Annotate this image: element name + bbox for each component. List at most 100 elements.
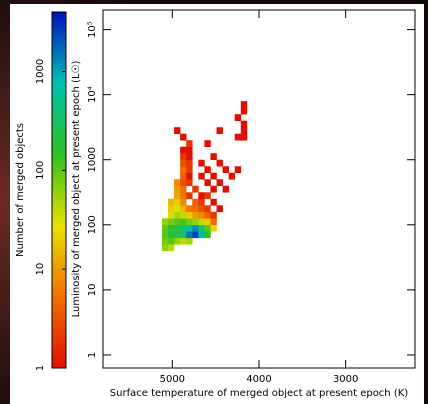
heatmap-cell xyxy=(174,198,181,206)
heatmap-cell xyxy=(198,231,205,239)
heatmap-cell xyxy=(204,192,211,200)
heatmap-cell xyxy=(174,211,181,219)
heatmap-cell xyxy=(210,185,217,193)
heatmap-cell xyxy=(216,205,223,213)
colorbar-label: Number of merged objects xyxy=(15,123,26,257)
heatmap-cell xyxy=(174,205,181,213)
heatmap-cell xyxy=(168,205,175,213)
heatmap-cell xyxy=(234,133,242,141)
heatmap-cell xyxy=(210,218,217,226)
heatmap-cell xyxy=(198,224,205,232)
heatmap-cell xyxy=(168,198,175,206)
heatmap-cell xyxy=(186,211,193,219)
heatmap-cell xyxy=(180,172,187,180)
heatmap-cell xyxy=(186,166,193,174)
heatmap-cell xyxy=(240,107,248,115)
heatmap-cell xyxy=(174,179,181,187)
y-tick-label: 1000 xyxy=(87,147,98,172)
heatmap-cell xyxy=(192,218,199,226)
panel xyxy=(10,4,424,404)
x-tick-label: 5000 xyxy=(160,374,185,385)
heatmap-cell xyxy=(180,237,187,245)
heatmap-cell xyxy=(204,205,211,213)
heatmap-cell xyxy=(186,159,193,167)
heatmap-cell xyxy=(180,185,187,193)
heatmap-cell xyxy=(174,237,181,245)
heatmap-cell xyxy=(192,198,199,206)
heatmap-cell xyxy=(192,211,199,219)
heatmap-cell xyxy=(168,244,175,252)
heatmap-cell xyxy=(210,172,217,180)
heatmap-cell xyxy=(204,166,211,174)
heatmap-cell xyxy=(180,224,187,232)
heatmap-cell xyxy=(228,172,236,180)
heatmap-cell xyxy=(168,211,175,219)
heatmap-cell xyxy=(174,192,181,200)
heatmap-cell xyxy=(161,237,169,245)
heatmap-cell xyxy=(204,140,211,148)
heatmap-cell xyxy=(186,231,193,239)
heatmap-cell xyxy=(186,172,193,180)
colorbar-tick-label: 10 xyxy=(35,263,46,276)
heatmap-cell xyxy=(161,218,169,226)
heatmap-cell xyxy=(204,224,211,232)
heatmap-cell xyxy=(180,179,187,187)
y-tick-label: 1 xyxy=(87,352,98,358)
y-axis-label: Luminosity of merged object at present e… xyxy=(71,61,82,318)
heatmap-cell xyxy=(161,244,169,252)
heatmap-cell xyxy=(180,153,187,161)
y-tick-label: 10 xyxy=(87,284,98,297)
heatmap-cell xyxy=(198,198,205,206)
x-tick-label: 4000 xyxy=(246,374,271,385)
heatmap-cell xyxy=(204,179,211,187)
heatmap-cell xyxy=(168,218,175,226)
heatmap-cell xyxy=(234,114,242,121)
heatmap-cell xyxy=(240,101,248,108)
heatmap-cell xyxy=(216,179,223,187)
heatmap-cell xyxy=(186,140,193,148)
heatmap-cell xyxy=(192,224,199,232)
heatmap-cell xyxy=(161,224,169,232)
y-tick-label: 100 xyxy=(87,215,98,234)
heatmap-cell xyxy=(240,133,248,141)
heatmap-cell xyxy=(168,237,175,245)
heatmap-cell xyxy=(204,218,211,226)
heatmap-cell xyxy=(180,231,187,239)
heatmap-cell xyxy=(198,192,205,200)
heatmap-cell xyxy=(240,120,248,128)
heatmap-cell xyxy=(168,224,175,232)
heatmap-cell xyxy=(180,146,187,154)
heatmap-cell xyxy=(198,172,205,180)
heatmap-cell xyxy=(210,211,217,219)
y-tick-label: 10⁴ xyxy=(87,86,98,103)
heatmap-cell xyxy=(180,205,187,213)
heatmap-cell xyxy=(198,218,205,226)
colorbar-tick-label: 1000 xyxy=(35,59,46,84)
heatmap-cell xyxy=(186,179,193,187)
heatmap-cell xyxy=(174,185,181,193)
heatmap-cell xyxy=(180,211,187,219)
heatmap-cell xyxy=(198,211,205,219)
heatmap-cell xyxy=(192,185,199,193)
colorbar xyxy=(51,11,67,369)
heatmap-cell xyxy=(234,166,242,174)
heatmap-cell xyxy=(186,237,193,245)
heatmap-cell xyxy=(180,218,187,226)
heatmap-cell xyxy=(174,224,181,232)
heatmap-cell xyxy=(186,192,193,200)
heatmap-cell xyxy=(186,205,193,213)
heatmap-cell xyxy=(222,166,229,174)
heatmap-cell xyxy=(216,159,223,167)
heatmap-cell xyxy=(210,224,217,232)
y-tick-label: 10⁵ xyxy=(87,21,98,38)
heatmap-cell xyxy=(222,185,229,193)
heatmap-cell xyxy=(186,218,193,226)
heatmap-cell xyxy=(216,127,223,135)
heatmap-cell xyxy=(210,153,217,161)
heatmap-cell xyxy=(198,205,205,213)
heatmap-cell xyxy=(186,153,193,161)
heatmap-cell xyxy=(240,127,248,135)
heatmap-cell xyxy=(192,231,199,239)
x-axis-label: Surface temperature of merged object at … xyxy=(110,388,408,399)
